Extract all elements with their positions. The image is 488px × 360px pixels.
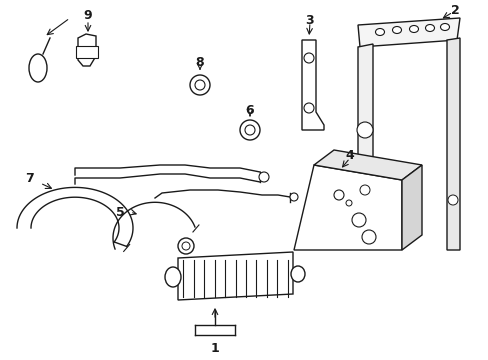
Text: 8: 8 (195, 55, 204, 68)
Circle shape (259, 172, 268, 182)
Polygon shape (401, 165, 421, 250)
Circle shape (182, 242, 190, 250)
Polygon shape (357, 44, 372, 220)
Circle shape (289, 193, 297, 201)
Text: 7: 7 (25, 171, 34, 185)
Polygon shape (302, 40, 324, 130)
Polygon shape (293, 165, 401, 250)
Circle shape (333, 190, 343, 200)
Ellipse shape (164, 267, 181, 287)
Bar (76, 46, 98, 58)
Ellipse shape (425, 24, 434, 32)
Circle shape (447, 195, 457, 205)
Ellipse shape (440, 23, 448, 31)
Text: 9: 9 (83, 9, 92, 22)
Text: 1: 1 (210, 342, 219, 355)
Ellipse shape (29, 54, 47, 82)
Text: 6: 6 (245, 104, 254, 117)
Circle shape (304, 103, 313, 113)
Text: 3: 3 (305, 14, 314, 27)
Circle shape (356, 122, 372, 138)
Text: 5: 5 (115, 206, 124, 219)
Circle shape (359, 185, 369, 195)
Text: 4: 4 (345, 149, 354, 162)
Circle shape (244, 125, 254, 135)
Ellipse shape (408, 26, 418, 32)
Text: 2: 2 (450, 4, 458, 17)
Polygon shape (78, 34, 96, 66)
Polygon shape (357, 18, 459, 47)
Circle shape (195, 80, 204, 90)
Circle shape (304, 53, 313, 63)
Circle shape (346, 200, 351, 206)
Ellipse shape (375, 28, 384, 36)
Circle shape (190, 75, 209, 95)
Circle shape (361, 230, 375, 244)
Polygon shape (313, 150, 421, 180)
Circle shape (351, 213, 365, 227)
Polygon shape (178, 252, 292, 300)
Circle shape (240, 120, 260, 140)
Ellipse shape (290, 266, 305, 282)
Circle shape (178, 238, 194, 254)
Ellipse shape (392, 27, 401, 33)
Polygon shape (446, 38, 459, 250)
